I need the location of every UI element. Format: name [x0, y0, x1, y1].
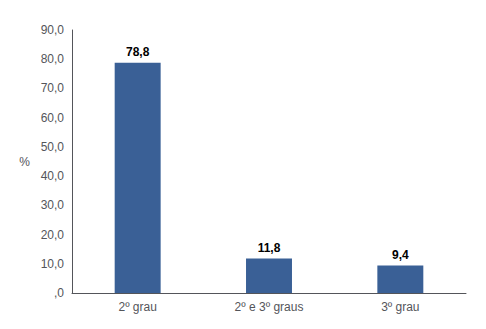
svg-text:40,0: 40,0 — [41, 169, 65, 183]
svg-text:3º grau: 3º grau — [381, 300, 419, 314]
svg-text:80,0: 80,0 — [41, 52, 65, 66]
svg-text:50,0: 50,0 — [41, 140, 65, 154]
svg-text:70,0: 70,0 — [41, 81, 65, 95]
svg-text:2º e 3º graus: 2º e 3º graus — [235, 300, 304, 314]
svg-text:30,0: 30,0 — [41, 198, 65, 212]
svg-text:78,8: 78,8 — [126, 45, 150, 59]
svg-text:,0: ,0 — [54, 286, 64, 300]
svg-text:2º grau: 2º grau — [118, 300, 156, 314]
svg-text:90,0: 90,0 — [41, 23, 65, 37]
svg-text:60,0: 60,0 — [41, 111, 65, 125]
svg-text:10,0: 10,0 — [41, 257, 65, 271]
svg-text:20,0: 20,0 — [41, 228, 65, 242]
svg-text:%: % — [19, 155, 30, 169]
svg-text:11,8: 11,8 — [258, 241, 281, 255]
svg-text:9,4: 9,4 — [392, 248, 409, 262]
